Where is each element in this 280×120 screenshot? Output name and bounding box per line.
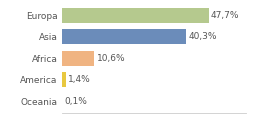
Bar <box>62 8 209 23</box>
Text: 1,4%: 1,4% <box>68 75 91 84</box>
Text: 0,1%: 0,1% <box>64 96 87 105</box>
Bar <box>62 72 66 87</box>
Bar <box>62 29 186 44</box>
Text: 40,3%: 40,3% <box>188 32 217 41</box>
Text: 47,7%: 47,7% <box>211 11 239 20</box>
Bar <box>62 51 94 66</box>
Text: 10,6%: 10,6% <box>97 54 125 63</box>
